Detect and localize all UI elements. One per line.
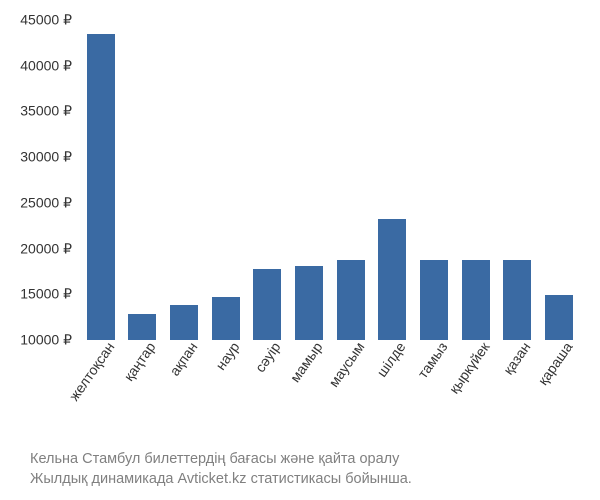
caption-line-2: Жылдық динамикада Avticket.kz статистика…: [30, 470, 412, 490]
bar: [253, 269, 281, 340]
y-tick-label: 45000 ₽: [20, 12, 72, 29]
bar: [545, 295, 573, 340]
bars-container: [80, 20, 580, 340]
chart-plot-area: 10000 ₽15000 ₽20000 ₽25000 ₽30000 ₽35000…: [80, 20, 580, 340]
bar: [87, 34, 115, 340]
bar: [128, 314, 156, 341]
x-axis-labels: желтоқсанқаңтарақпаннаурсәуірмамырмаусым…: [80, 344, 580, 444]
bar: [462, 260, 490, 340]
bar: [212, 297, 240, 340]
bar: [337, 260, 365, 340]
y-tick-label: 20000 ₽: [20, 240, 72, 257]
y-tick-label: 40000 ₽: [20, 57, 72, 74]
y-tick-label: 15000 ₽: [20, 286, 72, 303]
chart-caption: Кельна Стамбул билеттердің бағасы және қ…: [30, 450, 412, 489]
y-tick-label: 25000 ₽: [20, 194, 72, 211]
bar: [295, 266, 323, 340]
y-tick-label: 35000 ₽: [20, 103, 72, 120]
x-tick-label: қараша: [559, 344, 600, 401]
y-tick-label: 10000 ₽: [20, 332, 72, 349]
bar: [170, 305, 198, 340]
caption-line-1: Кельна Стамбул билеттердің бағасы және қ…: [30, 450, 412, 470]
bar: [503, 260, 531, 340]
bar: [420, 260, 448, 340]
bar: [378, 219, 406, 340]
y-tick-label: 30000 ₽: [20, 149, 72, 166]
